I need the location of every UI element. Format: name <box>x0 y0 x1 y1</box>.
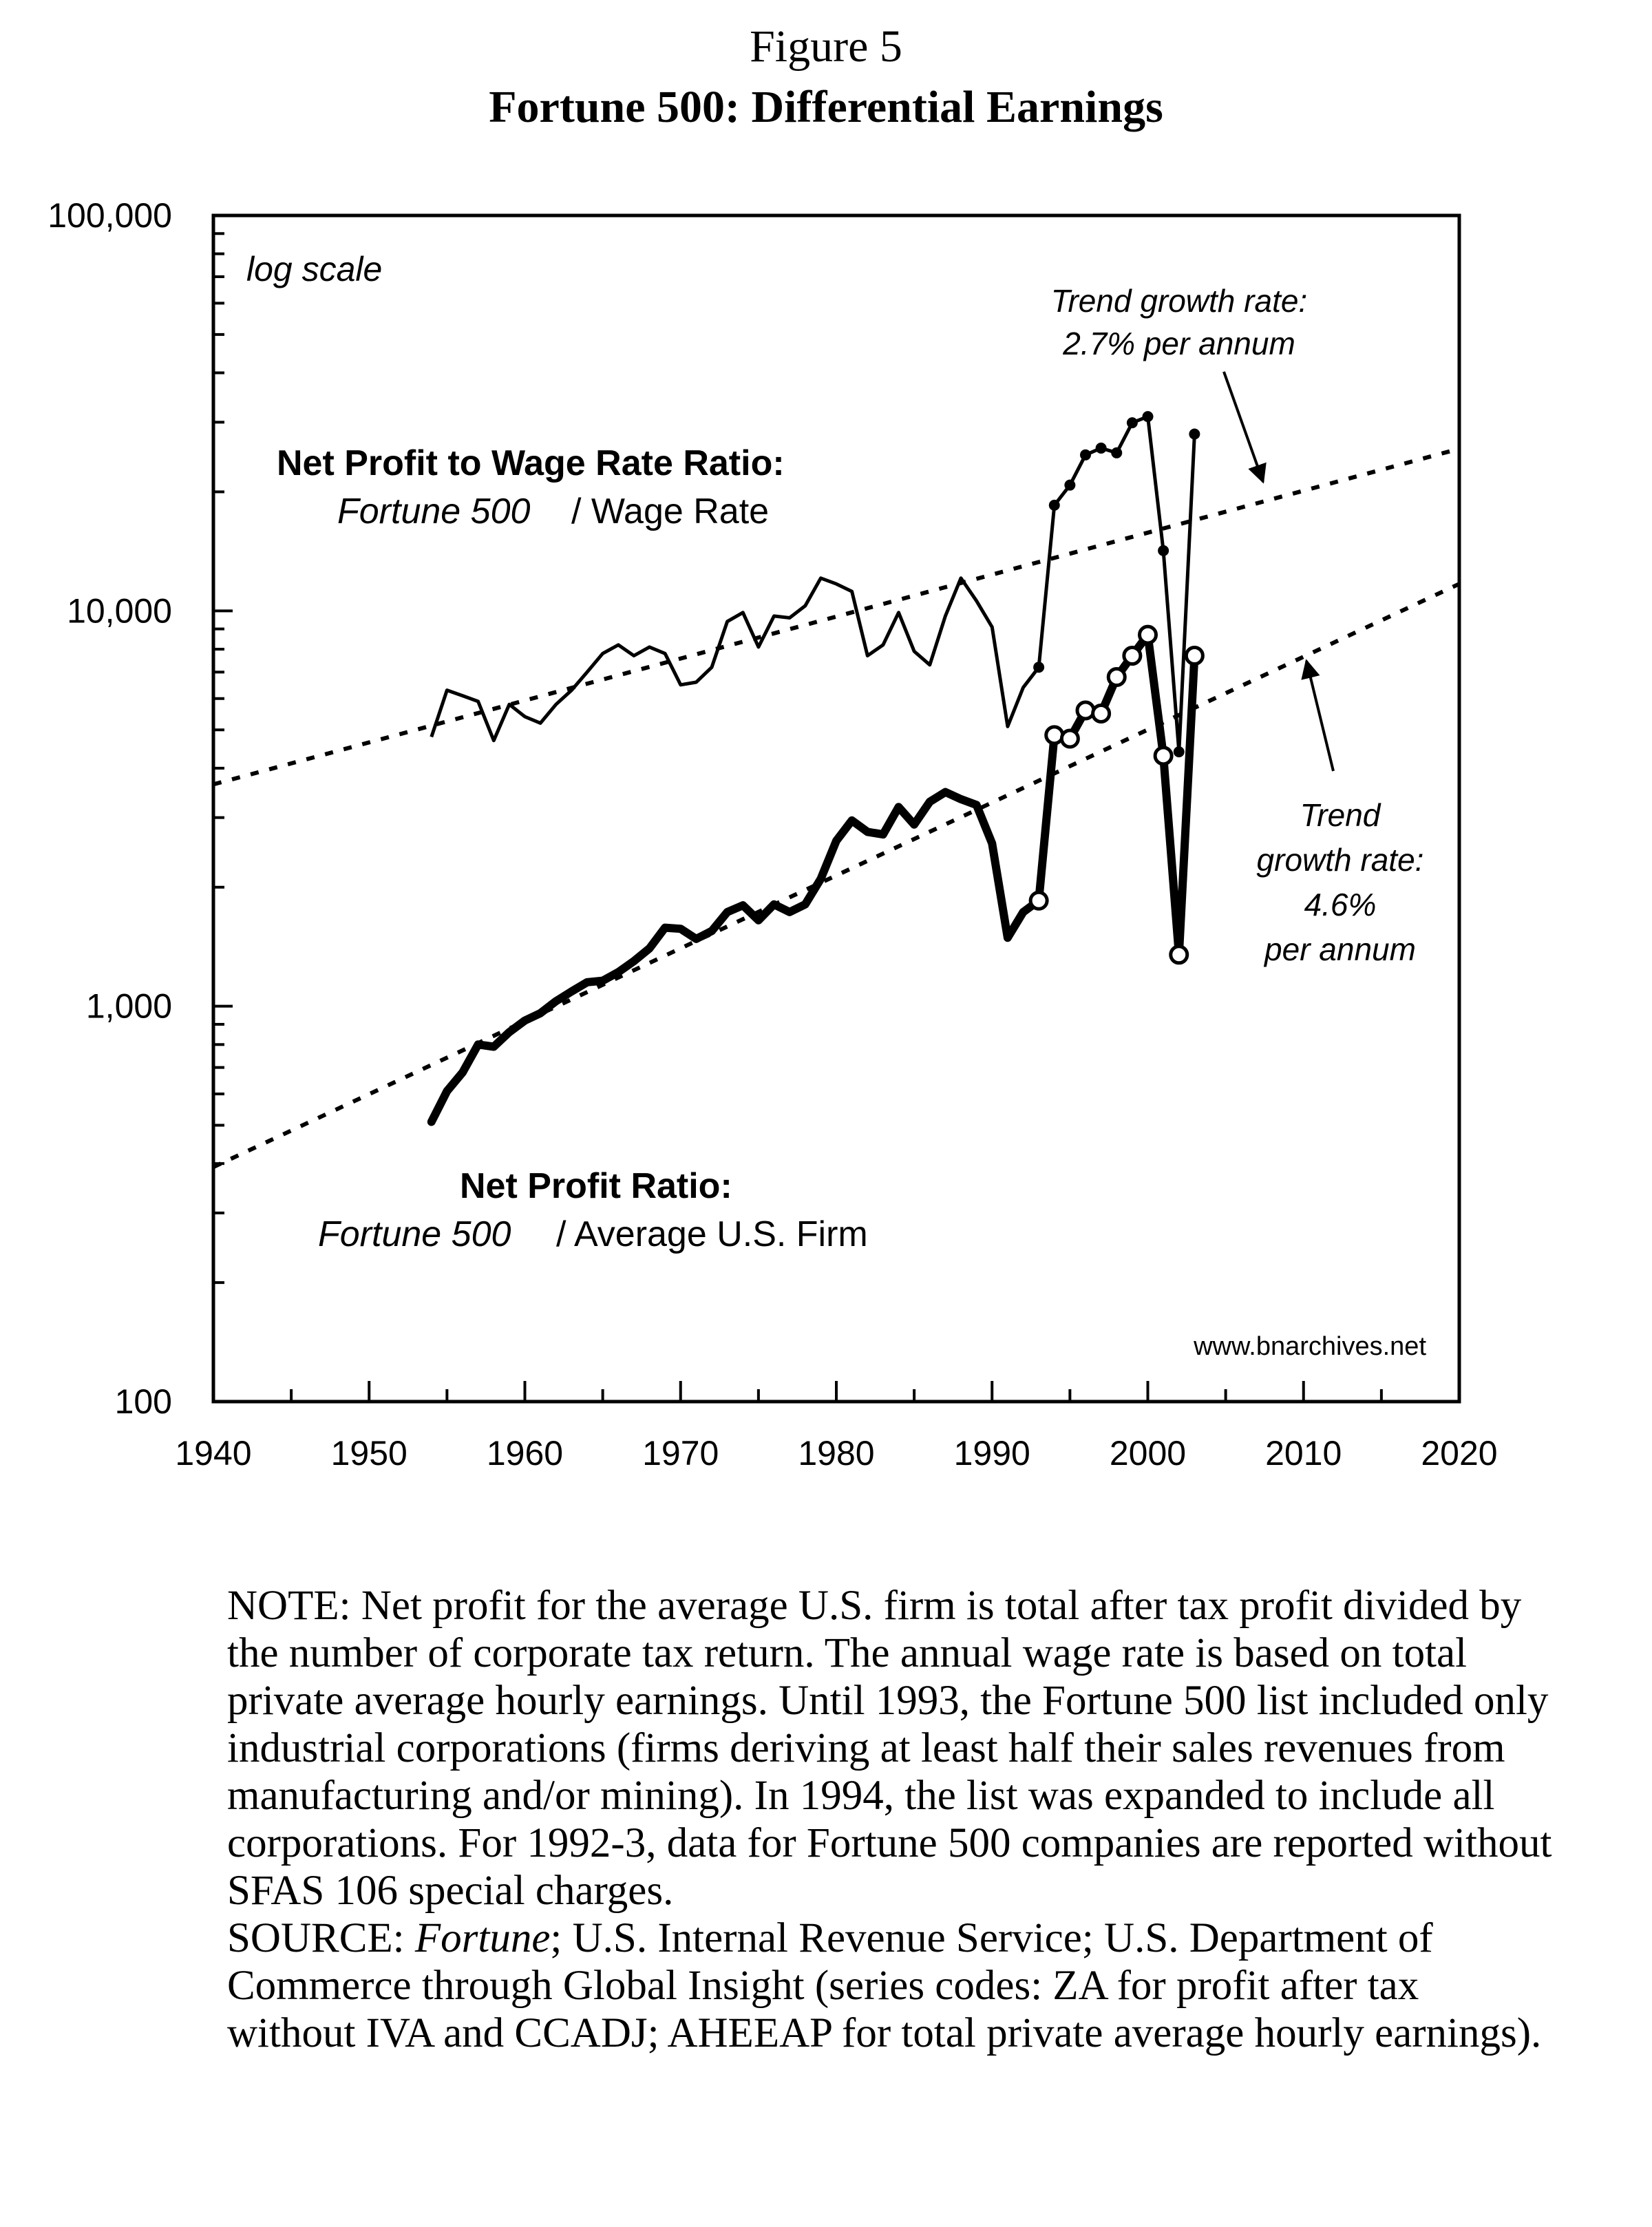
x-tick-label: 1970 <box>642 1434 719 1473</box>
data-point <box>1048 499 1060 511</box>
x-tick-label: 1950 <box>331 1434 407 1473</box>
x-tick-label: 1990 <box>954 1434 1030 1473</box>
data-point <box>1095 442 1107 454</box>
data-point <box>1169 944 1189 965</box>
upper-series-label-plain: / Wage Rate <box>571 492 769 531</box>
chart: 1940 1950 1960 1970 1980 1990 2000 2010 2020 100… <box>47 196 1498 1473</box>
figure-title: Fortune 500: Differential Earnings <box>489 82 1163 132</box>
lower-series-label-italic: Fortune 500 <box>318 1214 511 1254</box>
data-point <box>1059 728 1080 749</box>
minor-ticks <box>213 232 224 1285</box>
y-tick-label: 10,000 <box>67 591 172 630</box>
note-text: NOTE: Net profit for the average U.S. fi… <box>227 1583 1552 1914</box>
data-point <box>1138 624 1158 645</box>
data-point <box>1075 700 1096 721</box>
y-tick-label: 100,000 <box>47 196 172 235</box>
series-line <box>430 576 1041 743</box>
data-point <box>1091 703 1112 724</box>
data-point <box>1189 428 1200 440</box>
source-rest: ; U.S. Internal Revenue Service; U.S. De… <box>227 1915 1542 2056</box>
data-point <box>1033 662 1045 673</box>
data-point <box>1064 479 1076 491</box>
data-point <box>1126 417 1138 429</box>
series-line <box>1037 414 1196 754</box>
data-point <box>1153 746 1174 766</box>
upper-series-label-bold: Net Profit to Wage Rate Ratio: <box>277 443 785 483</box>
notes: NOTE: Net profit for the average U.S. fi… <box>227 1582 1556 2057</box>
trend-upper-label-line1: Trend growth rate: <box>1051 283 1307 319</box>
series-lines <box>427 414 1199 1126</box>
x-axis: 1940 1950 1960 1970 1980 1990 2000 2010 2020 <box>175 1381 1498 1473</box>
x-tick-label: 1980 <box>798 1434 874 1473</box>
trend-lower-label-line2: growth rate: <box>1257 842 1424 878</box>
figure-number: Figure 5 <box>750 21 902 72</box>
log-scale-label: log scale <box>246 250 382 288</box>
data-point <box>1173 746 1185 758</box>
source-prefix: SOURCE: <box>227 1915 415 1961</box>
trend-lower-label-line3: 4.6% <box>1304 887 1377 922</box>
lower-series-label-plain: / Average U.S. Firm <box>556 1214 868 1254</box>
data-point <box>1184 646 1205 666</box>
data-point <box>1080 449 1091 461</box>
x-tick-label: 2020 <box>1421 1434 1497 1473</box>
y-axis: 100 1,000 10,000 100,000 <box>47 196 233 1421</box>
data-point <box>1044 725 1065 746</box>
data-point <box>1106 667 1127 688</box>
trend-upper-label-line2: 2.7% per annum <box>1062 326 1295 361</box>
data-point <box>1142 411 1154 423</box>
lower-series-label-bold: Net Profit Ratio: <box>460 1166 732 1206</box>
x-tick-label: 2000 <box>1110 1434 1186 1473</box>
source-italic: Fortune <box>414 1915 551 1961</box>
trend-lower-label-line4: per annum <box>1263 931 1416 967</box>
website-label: www.bnarchives.net <box>1193 1332 1426 1361</box>
y-tick-label: 100 <box>115 1382 172 1421</box>
trend-lower-arrow <box>1301 659 1335 772</box>
data-point <box>1028 890 1049 911</box>
x-tick-label: 2010 <box>1265 1434 1342 1473</box>
upper-series-label-italic: Fortune 500 <box>337 492 530 531</box>
trend-lower-label-line1: Trend <box>1300 797 1381 833</box>
data-point <box>1122 646 1143 666</box>
trend-upper-arrow <box>1222 371 1267 484</box>
x-tick-label: 1940 <box>175 1434 251 1473</box>
data-point <box>1158 545 1169 556</box>
trend-line <box>213 446 1460 787</box>
data-point <box>1111 447 1123 458</box>
x-tick-label: 1960 <box>487 1434 563 1473</box>
trend-lines <box>212 446 1461 1169</box>
markers <box>1028 411 1205 965</box>
source-text: SOURCE: Fortune; U.S. Internal Revenue S… <box>227 1914 1556 2057</box>
y-tick-label: 1,000 <box>86 987 172 1026</box>
